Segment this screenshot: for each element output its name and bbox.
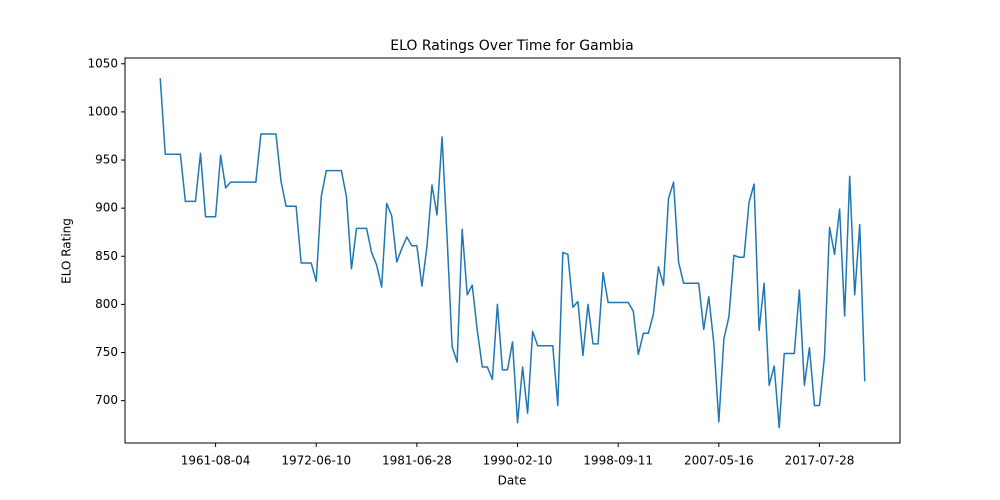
y-tick-label: 1000 [87,104,118,118]
x-tick-label: 2017-07-28 [785,454,855,468]
x-tick-label: 1972-06-10 [281,454,351,468]
x-tick-label: 1998-09-11 [583,454,653,468]
x-tick-label: 1981-06-28 [382,454,452,468]
y-tick-label: 950 [95,153,118,167]
x-tick-label: 1990-02-10 [483,454,553,468]
line [159,78,866,429]
x-axis-label: Date [498,474,527,488]
x-tick-label: 1961-08-04 [181,454,251,468]
plot-frame [124,57,901,444]
chart-title: ELO Ratings Over Time for Gambia [390,38,633,54]
y-tick-label: 700 [95,393,118,407]
x-tick-label: 2007-05-16 [684,454,754,468]
y-tick-label: 800 [95,297,118,311]
y-tick-label: 1050 [87,56,118,70]
y-tick-label: 900 [95,201,118,215]
y-axis-label: ELO Rating [60,218,74,284]
y-tick-label: 750 [95,345,118,359]
y-tick-label: 850 [95,249,118,263]
